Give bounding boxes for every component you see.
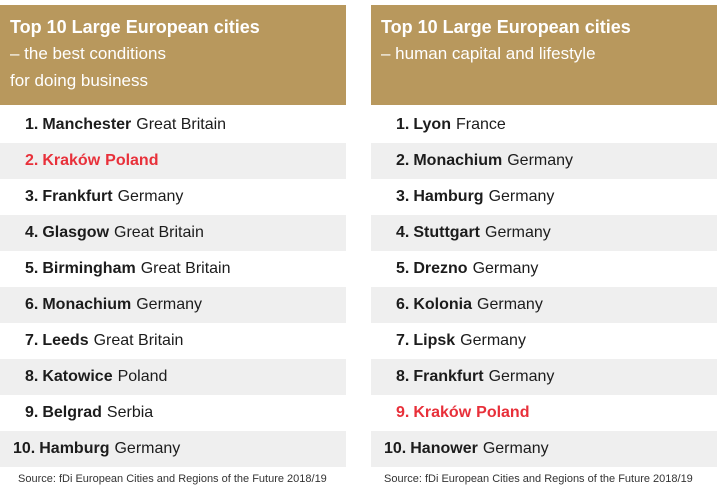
panel-header: Top 10 Large European cities – human cap… [371, 5, 717, 105]
ranking-row: 7. Lipsk Germany [371, 323, 717, 359]
rank-number: 3. [25, 188, 39, 205]
ranking-row: 8. Frankfurt Germany [371, 359, 717, 395]
rank-number: 5. [396, 260, 410, 277]
ranking-row: 6. Monachium Germany [0, 287, 346, 323]
country-name: Germany [477, 296, 543, 313]
ranking-row: 2. Kraków Poland [0, 143, 346, 179]
country-name: Germany [482, 440, 549, 457]
panel-title: Top 10 Large European cities [381, 17, 631, 37]
panel-title: Top 10 Large European cities [10, 17, 260, 37]
rank-number: 3. [396, 188, 410, 205]
city-name: Katowice [42, 368, 113, 385]
city-name: Monachium [413, 152, 503, 169]
rank-number: 1. [396, 116, 410, 133]
country-name: Germany [117, 188, 184, 205]
rank-number: 5. [25, 260, 39, 277]
ranking-row: 2. Monachium Germany [371, 143, 717, 179]
rank-number: 4. [25, 224, 39, 241]
ranking-row: 9. Belgrad Serbia [0, 395, 346, 431]
city-name: Drezno [413, 260, 468, 277]
human-capital-panel: Top 10 Large European cities – human cap… [371, 5, 717, 467]
ranking-row: 5. Drezno Germany [371, 251, 717, 287]
country-name: Germany [114, 440, 181, 457]
country-name: Great Britain [93, 332, 184, 349]
city-name: Leeds [42, 332, 89, 349]
country-name: Germany [472, 260, 539, 277]
source-note: Source: fDi European Cities and Regions … [18, 473, 327, 485]
city-name: Kraków [413, 404, 472, 421]
ranking-row: 10. Hamburg Germany [0, 431, 346, 467]
ranking-row: 4. Glasgow Great Britain [0, 215, 346, 251]
city-name: Kraków [42, 152, 101, 169]
ranking-row: 3. Frankfurt Germany [0, 179, 346, 215]
ranking-row: 10. Hanower Germany [371, 431, 717, 467]
rank-number: 9. [25, 404, 39, 421]
city-name: Stuttgart [413, 224, 480, 241]
city-name: Hamburg [413, 188, 484, 205]
ranking-row: 8. Katowice Poland [0, 359, 346, 395]
rank-number: 8. [396, 368, 410, 385]
rank-number: 7. [25, 332, 39, 349]
country-name: Poland [476, 404, 530, 421]
city-name: Manchester [42, 116, 132, 133]
country-name: France [455, 116, 506, 133]
ranking-row: 7. Leeds Great Britain [0, 323, 346, 359]
rank-number: 4. [396, 224, 410, 241]
rank-number: 9. [396, 404, 410, 421]
country-name: Germany [488, 188, 555, 205]
city-name: Frankfurt [42, 188, 113, 205]
country-name: Poland [105, 152, 159, 169]
ranking-row: 5. Birmingham Great Britain [0, 251, 346, 287]
rank-number: 10. [13, 440, 36, 457]
city-name: Frankfurt [413, 368, 484, 385]
city-name: Birmingham [42, 260, 136, 277]
ranking-row: 9. Kraków Poland [371, 395, 717, 431]
city-name: Hanower [410, 440, 478, 457]
city-name: Belgrad [42, 404, 102, 421]
rank-number: 7. [396, 332, 410, 349]
panel-subtitle: – human capital and lifestyle [381, 44, 596, 63]
country-name: Germany [488, 368, 555, 385]
country-name: Poland [117, 368, 168, 385]
ranking-row: 6. Kolonia Germany [371, 287, 717, 323]
rank-number: 2. [25, 152, 39, 169]
rank-number: 6. [25, 296, 39, 313]
panel-subtitle: – the best conditions for doing business [10, 44, 166, 90]
ranking-row: 3. Hamburg Germany [371, 179, 717, 215]
country-name: Great Britain [136, 116, 227, 133]
rank-number: 8. [25, 368, 39, 385]
city-name: Hamburg [39, 440, 110, 457]
rank-number: 10. [384, 440, 407, 457]
city-name: Kolonia [413, 296, 473, 313]
ranking-list: 1. Manchester Great Britain 2. Kraków Poland 3… [0, 107, 346, 467]
rank-number: 2. [396, 152, 410, 169]
country-name: Great Britain [114, 224, 204, 241]
city-name: Lyon [413, 116, 451, 133]
country-name: Germany [485, 224, 551, 241]
country-name: Germany [460, 332, 526, 349]
ranking-row: 4. Stuttgart Germany [371, 215, 717, 251]
city-name: Lipsk [413, 332, 456, 349]
city-name: Monachium [42, 296, 132, 313]
rank-number: 6. [396, 296, 410, 313]
ranking-row: 1. Lyon France [371, 107, 717, 143]
country-name: Germany [507, 152, 574, 169]
country-name: Germany [136, 296, 203, 313]
panel-header: Top 10 Large European cities – the best … [0, 5, 346, 105]
ranking-row: 1. Manchester Great Britain [0, 107, 346, 143]
source-note: Source: fDi European Cities and Regions … [384, 473, 693, 485]
city-name: Glasgow [42, 224, 110, 241]
rank-number: 1. [25, 116, 39, 133]
business-conditions-panel: Top 10 Large European cities – the best … [0, 5, 346, 467]
country-name: Serbia [106, 404, 154, 421]
ranking-list: 1. Lyon France 2. Monachium Germany 3. Hamburg G… [371, 107, 717, 467]
country-name: Great Britain [140, 260, 231, 277]
